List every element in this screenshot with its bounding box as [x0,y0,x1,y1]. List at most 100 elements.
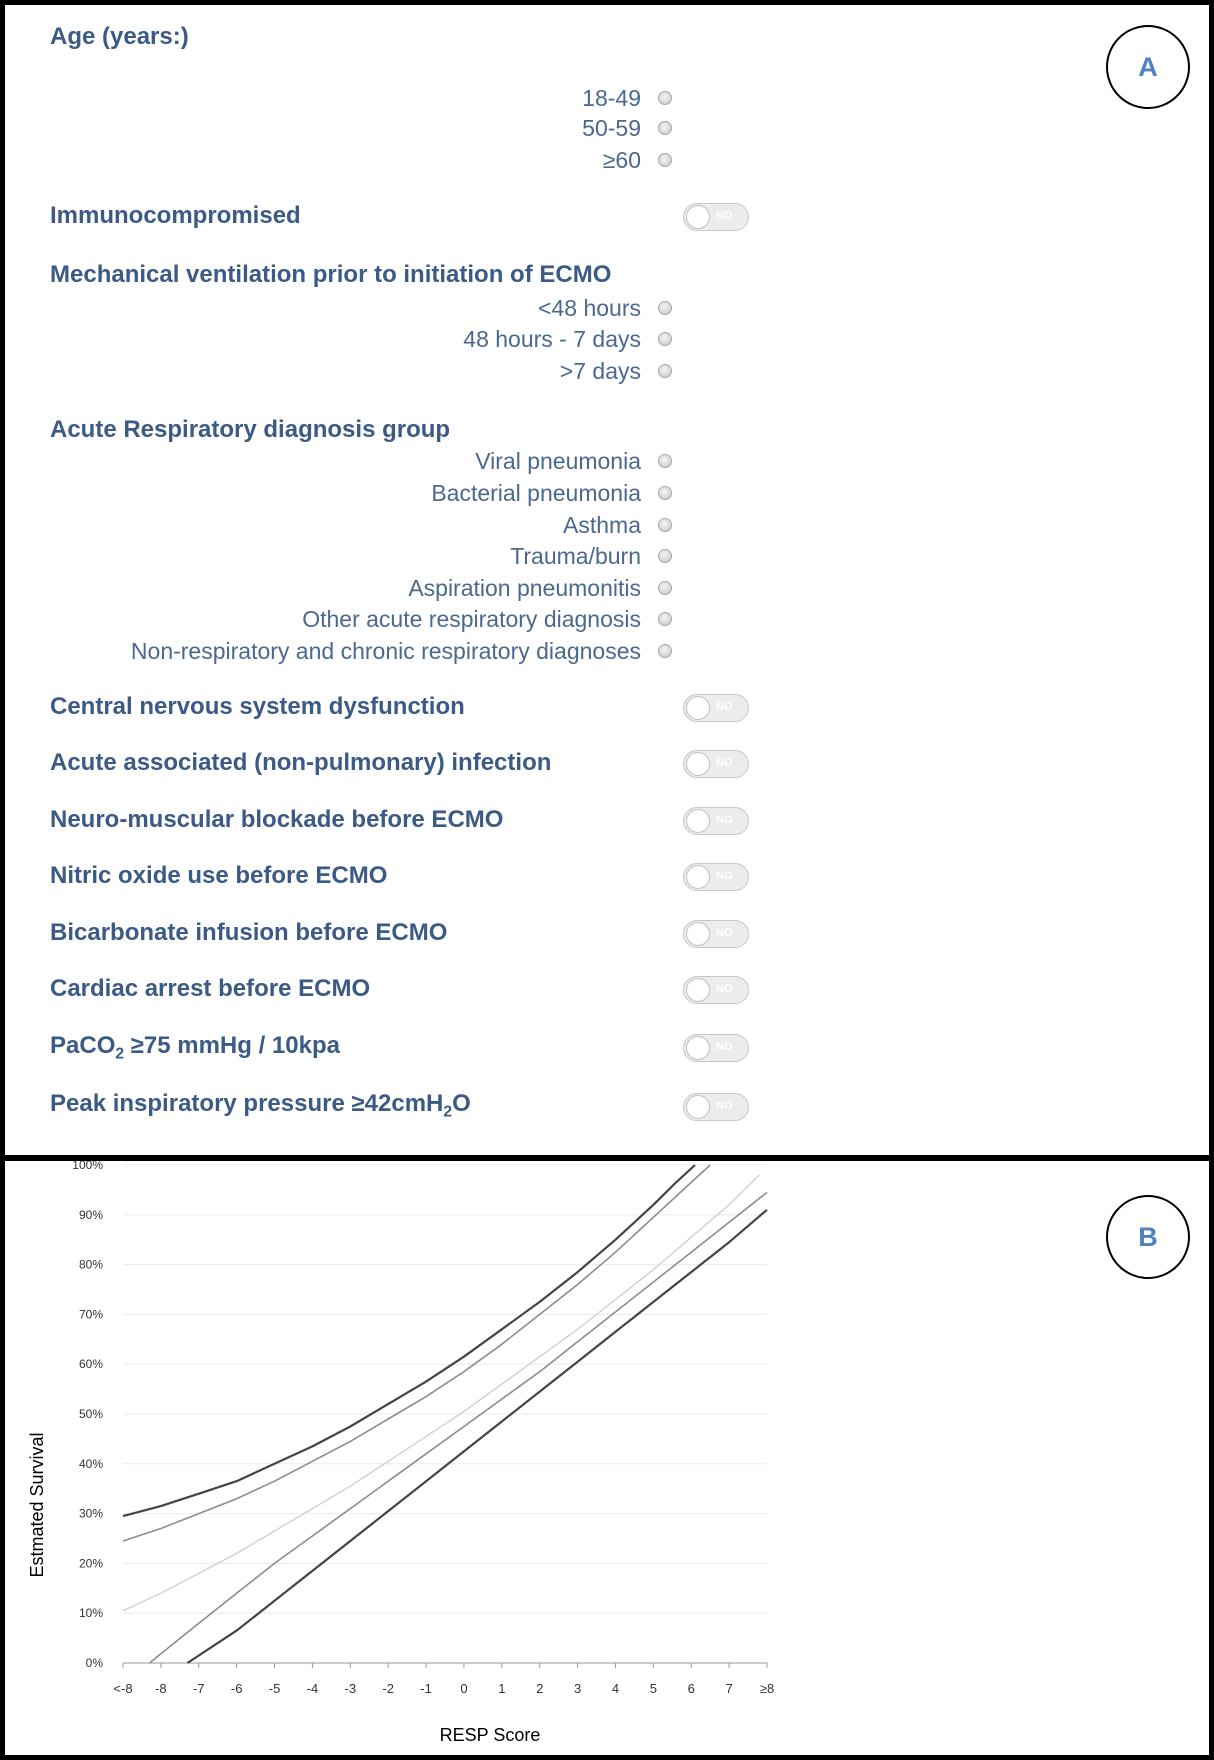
toggle-state-label: NO [716,927,733,939]
peak-inspiratory-pressure-toggle[interactable]: NO [683,1093,749,1121]
diagnosis-non-respiratory-radio[interactable] [658,644,672,658]
toggle-knob [686,1095,710,1119]
x-tick-label: ≥8 [760,1681,774,1696]
toggle-state-label: NO [716,983,733,995]
y-tick-label: 80% [79,1258,103,1272]
y-tick-label: 50% [79,1407,103,1421]
toggle-knob [686,978,710,1002]
y-tick-label: 90% [79,1208,103,1222]
nitric-oxide-question: Nitric oxide use before ECMO [50,862,388,889]
toggle-state-label: NO [716,757,733,769]
x-tick-label: -2 [382,1681,394,1696]
bicarbonate-infusion-toggle[interactable]: NO [683,920,749,948]
risk-factor-form-panel: A Age (years:) 18-49 50-59 ≥60 Immunocom… [0,0,1214,1160]
toggle-state-label: NO [716,1100,733,1112]
diagnosis-bacterial-pneumonia-radio[interactable] [658,486,672,500]
survival-chart: 0% 10% 20% 30% 40% 50% 60% 70% 80% 90% 100% <-8 -8 -… [27,1161,774,1745]
paco2-question: PaCO2 ≥75 mmHg / 10kpa [50,1032,340,1063]
diagnosis-option-label: Trauma/burn [510,543,641,569]
y-tick-label: 0% [86,1656,104,1670]
cns-dysfunction-toggle[interactable]: NO [683,694,749,722]
panel-label-a: A [1106,25,1190,109]
immunocompromised-toggle[interactable]: NO [683,203,749,231]
mech-vent-over-7d-radio[interactable] [658,364,672,378]
x-tick-label: -8 [155,1681,167,1696]
x-tick-label: 0 [460,1681,467,1696]
toggle-state-label: NO [716,870,733,882]
x-tick-label: -3 [345,1681,357,1696]
toggle-knob [686,205,710,229]
x-axis-ticks: <-8 -8 -7 -6 -5 -4 -3 -2 -1 0 1 2 3 4 5 6 7 ≥8 [113,1663,774,1696]
y-tick-label: 100% [72,1161,103,1172]
mechanical-ventilation-question: Mechanical ventilation prior to initiati… [50,261,612,288]
y-tick-label: 60% [79,1357,103,1371]
acute-infection-toggle[interactable]: NO [683,750,749,778]
chart-gridlines [123,1164,767,1664]
toggle-knob [686,809,710,833]
age-18-49-radio[interactable] [658,91,672,105]
toggle-knob [686,696,710,720]
y-tick-label: 20% [79,1556,103,1570]
toggle-knob [686,865,710,889]
age-option-label: ≥60 [602,147,641,173]
age-question: Age (years:) [50,23,189,50]
neuromuscular-blockade-question: Neuro-muscular blockade before ECMO [50,806,504,833]
mech-vent-option-label: >7 days [559,358,641,384]
x-tick-label: -7 [193,1681,205,1696]
x-tick-label: -5 [269,1681,281,1696]
x-tick-label: -4 [307,1681,319,1696]
x-tick-label: <-8 [113,1681,132,1696]
toggle-state-label: NO [716,814,733,826]
age-50-59-radio[interactable] [658,121,672,135]
age-60-plus-radio[interactable] [658,153,672,167]
neuromuscular-blockade-toggle[interactable]: NO [683,807,749,835]
diagnosis-option-label: Other acute respiratory diagnosis [302,606,641,632]
x-tick-label: 2 [536,1681,543,1696]
mech-vent-48h-7d-radio[interactable] [658,332,672,346]
y-tick-label: 70% [79,1307,103,1321]
age-option-label: 18-49 [582,85,641,111]
peak-inspiratory-pressure-question: Peak inspiratory pressure ≥42cmH2O [50,1090,471,1121]
y-tick-label: 40% [79,1457,103,1471]
diagnosis-trauma-burn-radio[interactable] [658,549,672,563]
x-tick-label: -6 [231,1681,243,1696]
x-tick-label: 5 [650,1681,657,1696]
mech-vent-under-48h-radio[interactable] [658,301,672,315]
mech-vent-option-label: 48 hours - 7 days [463,326,641,352]
survival-curve-4 [148,1191,768,1664]
survival-curve-2 [122,1164,711,1542]
paco2-toggle[interactable]: NO [683,1034,749,1062]
diagnosis-option-label: Asthma [563,512,641,538]
y-tick-label: 10% [79,1606,103,1620]
diagnosis-option-label: Bacterial pneumonia [431,480,641,506]
survival-chart-panel: B 0% 10% 20% 30% 40% 50% 60% 70% 80% 90% 100% <-8 -… [0,1156,1214,1760]
diagnosis-option-label: Non-respiratory and chronic respiratory … [130,638,641,664]
cardiac-arrest-toggle[interactable]: NO [683,976,749,1004]
survival-curve-1 [122,1164,696,1518]
x-tick-label: 3 [574,1681,581,1696]
immunocompromised-question: Immunocompromised [50,202,301,229]
cardiac-arrest-question: Cardiac arrest before ECMO [50,975,371,1002]
diagnosis-group-question: Acute Respiratory diagnosis group [50,416,451,443]
toggle-knob [686,1036,710,1060]
nitric-oxide-toggle[interactable]: NO [683,863,749,891]
diagnosis-other-acute-radio[interactable] [658,612,672,626]
toggle-state-label: NO [716,210,733,222]
age-option-label: 50-59 [582,115,641,141]
toggle-knob [686,752,710,776]
diagnosis-asthma-radio[interactable] [658,518,672,532]
x-tick-label: 6 [688,1681,695,1696]
panel-label-b: B [1106,1195,1190,1279]
toggle-state-label: NO [716,701,733,713]
x-tick-label: -1 [420,1681,432,1696]
diagnosis-option-label: Viral pneumonia [475,448,641,474]
survival-curve-3 [122,1174,760,1612]
toggle-state-label: NO [716,1041,733,1053]
diagnosis-option-label: Aspiration pneumonitis [408,575,641,601]
bicarbonate-infusion-question: Bicarbonate infusion before ECMO [50,919,448,946]
survival-curve-5 [186,1208,768,1664]
y-axis-ticks: 0% 10% 20% 30% 40% 50% 60% 70% 80% 90% 100% [72,1161,103,1670]
diagnosis-viral-pneumonia-radio[interactable] [658,454,672,468]
chart-series [122,1164,768,1664]
diagnosis-aspiration-pneumonitis-radio[interactable] [658,581,672,595]
